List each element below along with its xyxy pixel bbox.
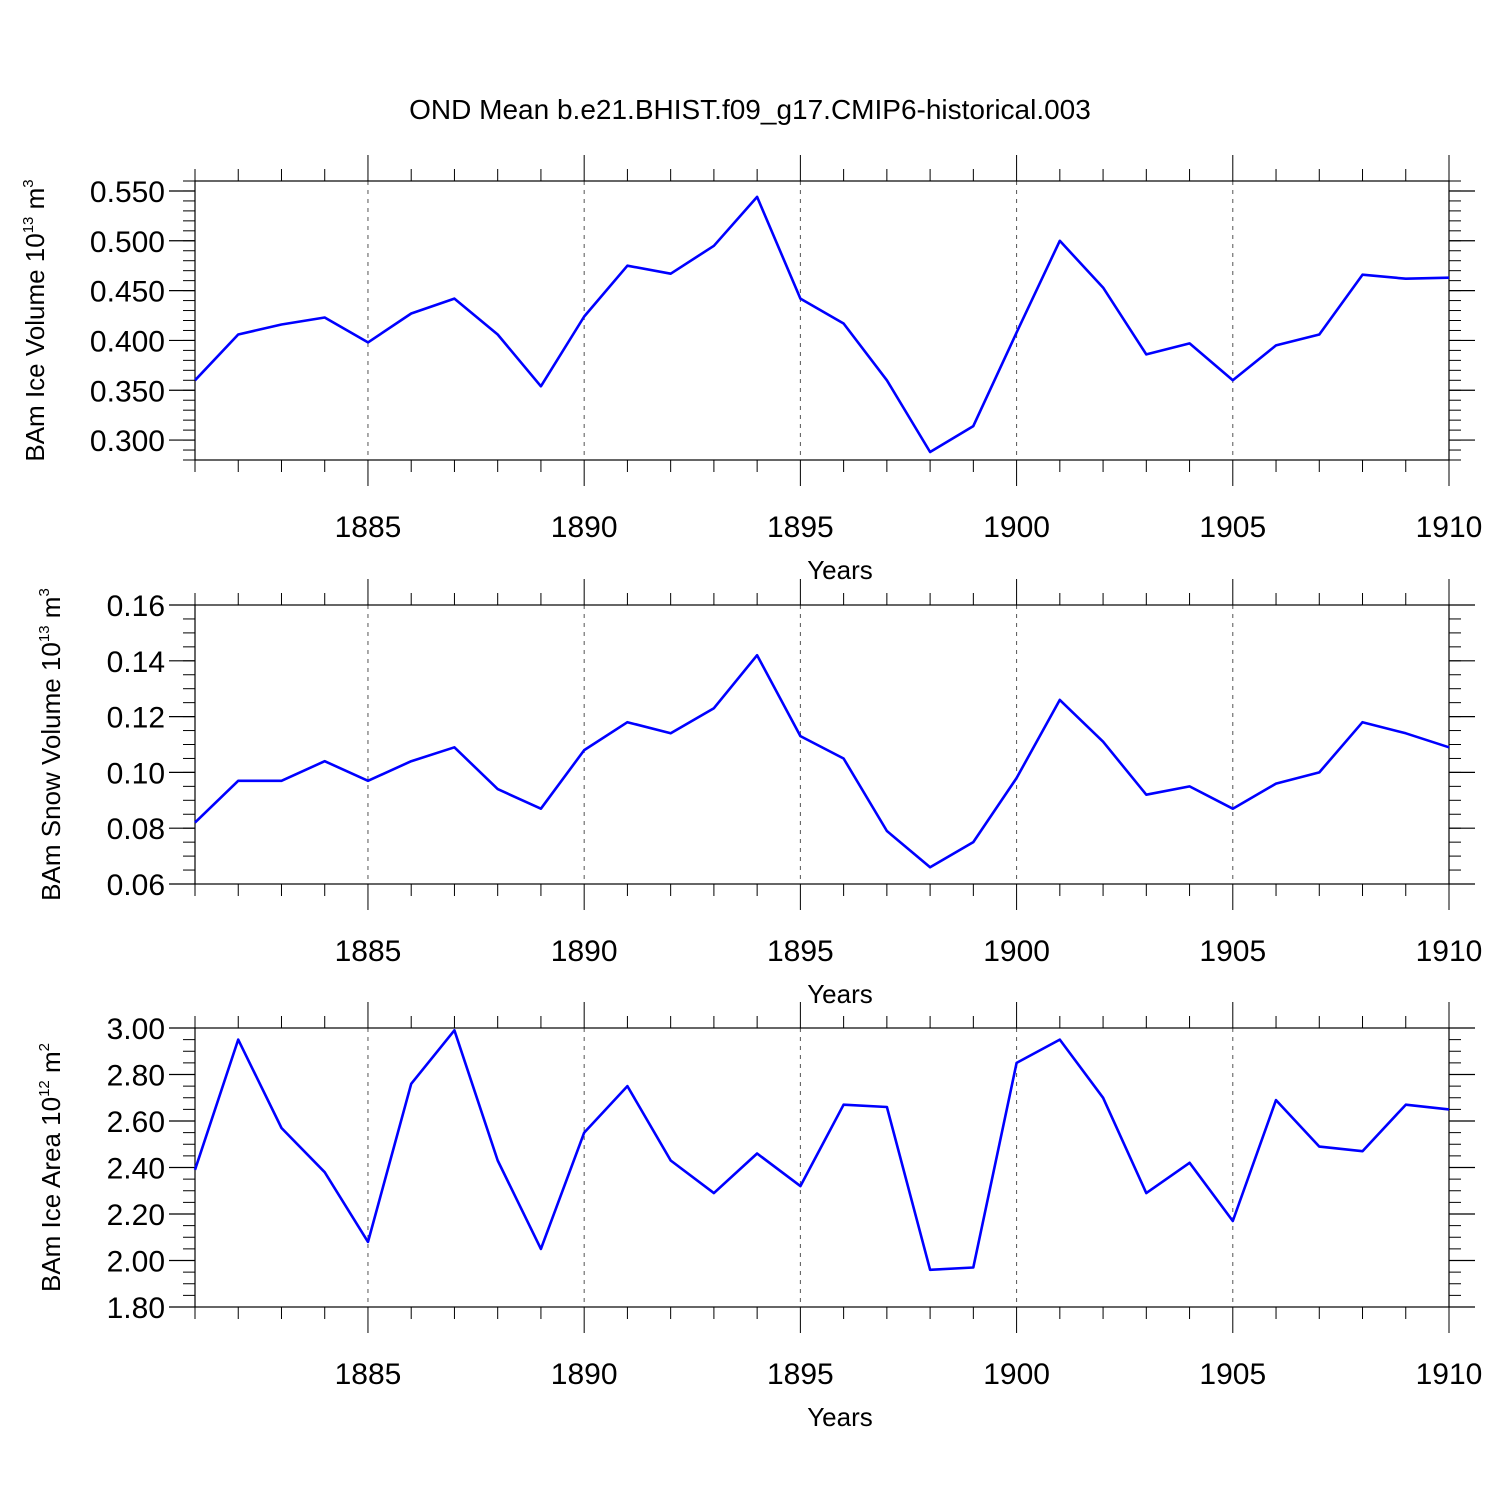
x-tick-label: 1885: [335, 511, 402, 544]
x-tick-label: 1900: [983, 511, 1050, 544]
x-tick-label: 1905: [1199, 1358, 1266, 1391]
panels-container: 0.300 0.350 0.400 0.450 0.500 0.550 1885 1890 18…: [20, 155, 1482, 1432]
series-line: [194, 195, 1450, 454]
y-axis-label: BAm Snow Volume 1013 m3: [36, 588, 66, 901]
x-axis-label: Years: [807, 1402, 873, 1432]
panel-3: 1.80 2.00 2.20 2.40 2.60 2.80 3.00 1885 1890 1895…: [36, 1002, 1482, 1432]
y-tick-label: 1.80: [107, 1292, 165, 1325]
y-tick-label: 2.20: [107, 1199, 165, 1232]
x-tick-label: 1905: [1199, 511, 1266, 544]
y-tick-label: 0.14: [107, 646, 165, 679]
x-tick-label: 1895: [767, 511, 834, 544]
y-tick-label: 0.08: [107, 813, 165, 846]
y-tick-label: 0.550: [90, 176, 165, 209]
y-tick-label: 0.350: [90, 375, 165, 408]
x-tick-label: 1890: [551, 1358, 618, 1391]
plot-frame: [194, 180, 1450, 461]
x-tick-label: 1890: [551, 935, 618, 968]
y-tick-label: 2.60: [107, 1106, 165, 1139]
x-tick-label: 1910: [1416, 935, 1483, 968]
y-tick-label: 0.06: [107, 869, 165, 902]
x-tick-label: 1895: [767, 1358, 834, 1391]
y-tick-label: 2.40: [107, 1153, 165, 1186]
y-tick-label: 0.400: [90, 325, 165, 358]
x-axis-label: Years: [807, 555, 873, 585]
y-tick-label: 0.10: [107, 757, 165, 790]
y-tick-label: 2.80: [107, 1060, 165, 1093]
panel-1: 0.300 0.350 0.400 0.450 0.500 0.550 1885 1890 18…: [20, 155, 1482, 585]
y-tick-label: 0.500: [90, 226, 165, 259]
y-tick-label: 0.16: [107, 590, 165, 623]
y-tick-label: 0.450: [90, 276, 165, 309]
y-axis-label: BAm Ice Area 1012 m2: [36, 1043, 66, 1292]
series-line: [193, 1029, 1450, 1272]
y-tick-label: 3.00: [107, 1013, 165, 1046]
x-tick-label: 1895: [767, 935, 834, 968]
x-tick-label: 1910: [1416, 511, 1483, 544]
y-tick-label: 0.12: [107, 702, 165, 735]
x-axis-label: Years: [807, 979, 873, 1009]
plot-frame: [194, 1027, 1450, 1308]
x-tick-label: 1890: [551, 511, 618, 544]
x-tick-label: 1885: [335, 935, 402, 968]
x-tick-label: 1910: [1416, 1358, 1483, 1391]
y-tick-label: 0.300: [90, 425, 165, 458]
plot-frame: [194, 604, 1450, 885]
y-axis-label: BAm Ice Volume 1013 m3: [20, 179, 50, 461]
x-tick-label: 1885: [335, 1358, 402, 1391]
series-line: [194, 653, 1450, 869]
y-tick-label: 2.00: [107, 1246, 165, 1279]
x-tick-label: 1900: [983, 935, 1050, 968]
figure-title: OND Mean b.e21.BHIST.f09_g17.CMIP6-histo…: [409, 94, 1091, 125]
panel-2: 0.06 0.08 0.10 0.12 0.14 0.16 1885 1890 1895 1900…: [36, 579, 1482, 1009]
x-tick-label: 1900: [983, 1358, 1050, 1391]
x-tick-label: 1905: [1199, 935, 1266, 968]
